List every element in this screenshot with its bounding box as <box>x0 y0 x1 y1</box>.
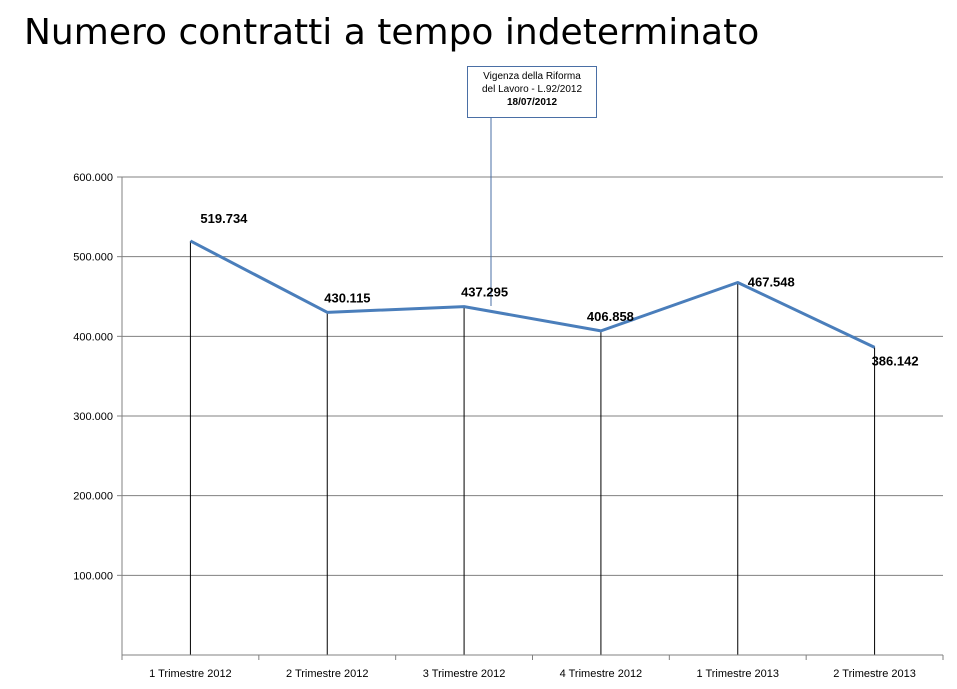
x-tick-label: 1 Trimestre 2013 <box>696 668 779 680</box>
x-tick-label: 3 Trimestre 2012 <box>423 668 506 680</box>
data-label: 519.734 <box>200 211 248 226</box>
callout-date: 18/07/2012 <box>506 97 558 108</box>
x-tick-label: 2 Trimestre 2013 <box>833 668 916 680</box>
callout-line-1: Vigenza della Riforma <box>483 71 581 82</box>
series-line <box>189 239 876 349</box>
data-label: 386.142 <box>872 353 919 368</box>
data-label: 406.858 <box>587 309 634 324</box>
callout-line-2: del Lavoro - L.92/2012 <box>481 84 583 95</box>
y-tick-label: 100.000 <box>73 570 113 582</box>
y-tick-label: 600.000 <box>73 172 113 184</box>
y-tick-label: 400.000 <box>73 331 113 343</box>
data-label: 467.548 <box>748 275 795 290</box>
y-tick-label: 300.000 <box>73 411 113 423</box>
data-label: 430.115 <box>324 290 370 305</box>
y-tick-label: 500.000 <box>73 252 113 264</box>
y-tick-label: 200.000 <box>73 491 113 503</box>
x-tick-label: 4 Trimestre 2012 <box>560 668 643 680</box>
x-tick-label: 1 Trimestre 2012 <box>149 668 232 680</box>
data-label: 437.295 <box>461 285 508 300</box>
reform-callout: Vigenza della Riforma del Lavoro - L.92/… <box>467 66 597 118</box>
x-tick-label: 2 Trimestre 2012 <box>286 668 369 680</box>
chart-title: Numero contratti a tempo indeterminato <box>24 12 760 53</box>
